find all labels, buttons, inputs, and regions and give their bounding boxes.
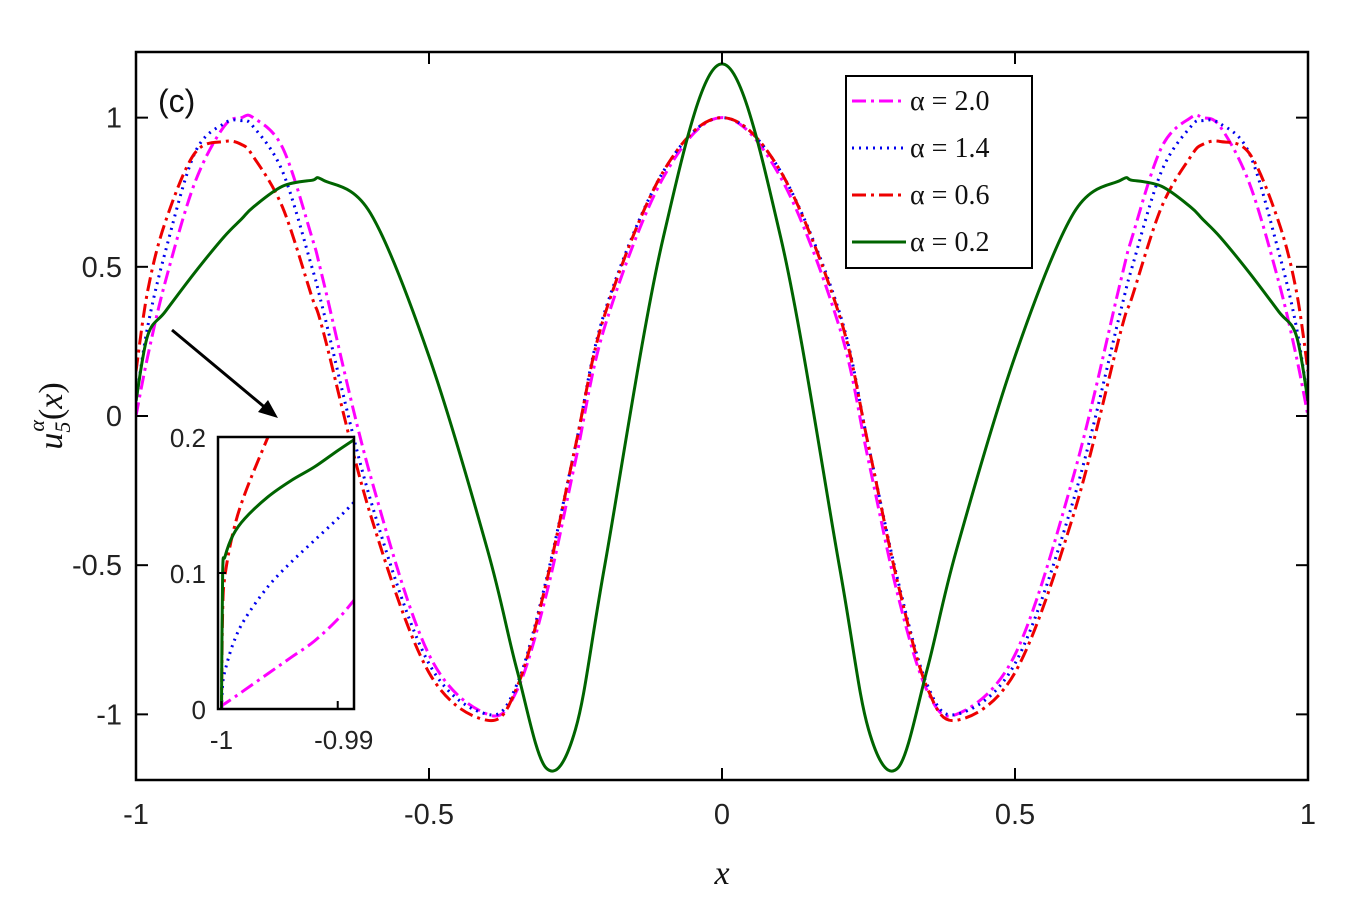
x-tick-label: -0.5 — [404, 799, 454, 831]
inset-y-tick-label: 0 — [192, 695, 206, 725]
legend-item: α = 1.4 — [852, 133, 989, 164]
x-tick-label: 0.5 — [995, 799, 1035, 831]
legend-label: α = 2.0 — [910, 86, 989, 117]
x-tick-label: 0 — [714, 799, 730, 831]
x-tick-label: 1 — [1300, 799, 1316, 831]
x-tick-label: -1 — [123, 799, 149, 831]
inset-series-line-4 — [219, 438, 354, 709]
legend-item: α = 0.6 — [852, 180, 989, 211]
main-x-ticks: -1 -0.5 0 0.5 1 — [123, 52, 1316, 831]
legend-label: α = 0.2 — [910, 227, 989, 258]
legend-label: α = 1.4 — [910, 133, 989, 164]
main-plot-area: -1 -0.5 0 0.5 1 -1 -0.5 0 0.5 1 (c) — [72, 50, 1316, 831]
inset-plot: -1 -0.99 0 0.1 0.2 — [170, 423, 374, 755]
legend-box — [845, 75, 1033, 269]
inset-series-line-1 — [220, 599, 354, 709]
legend-item: α = 0.2 — [852, 227, 989, 258]
y-axis-label: u5α(x) — [24, 382, 75, 449]
inset-x-tick-label: -1 — [210, 725, 233, 755]
y-tick-label: 1 — [106, 103, 122, 135]
svg-text:u5α(x): u5α(x) — [24, 382, 75, 449]
inset-background — [218, 437, 354, 709]
legend: α = 2.0 α = 1.4 α = 0.6 α = 0.2 — [845, 75, 1033, 269]
legend-item: α = 2.0 — [852, 86, 989, 117]
x-axis-label: x — [713, 855, 729, 892]
inset-series-lines — [219, 437, 354, 709]
legend-label: α = 0.6 — [910, 180, 989, 211]
main-y-ticks: -1 -0.5 0 0.5 1 — [72, 103, 1308, 731]
series-line-1 — [136, 113, 1308, 718]
y-tick-label: 0 — [106, 401, 122, 433]
panel-label: (c) — [158, 83, 195, 119]
y-tick-label: 0.5 — [82, 252, 122, 284]
inset-x-tick-label: -0.99 — [314, 725, 373, 755]
series-line-3 — [136, 116, 1308, 723]
inset-y-tick-label: 0.2 — [170, 423, 206, 453]
inset-y-ticks: 0 0.1 0.2 — [170, 423, 226, 725]
inset-x-ticks: -1 -0.99 — [210, 701, 373, 755]
zoom-arrow — [171, 328, 278, 418]
y-tick-label: -0.5 — [72, 550, 122, 582]
inset-y-tick-label: 0.1 — [170, 559, 206, 589]
inset-series-line-2 — [219, 501, 354, 709]
y-tick-label: -1 — [96, 699, 122, 731]
